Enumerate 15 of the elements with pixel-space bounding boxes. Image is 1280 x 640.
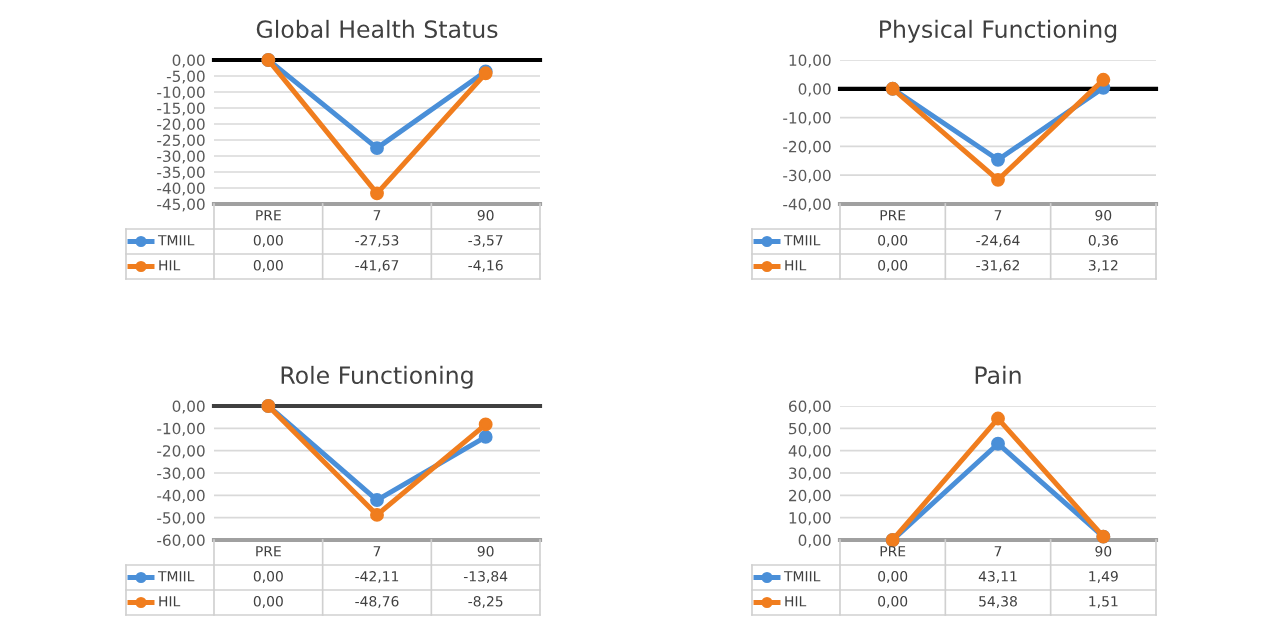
point — [370, 141, 384, 156]
point — [991, 436, 1005, 451]
chart-title: Role Functioning — [281, 365, 473, 389]
point — [370, 507, 384, 522]
point — [991, 172, 1005, 187]
chart-title: Global Health Status — [256, 19, 498, 39]
point — [1096, 72, 1111, 87]
point — [991, 152, 1005, 167]
point — [478, 429, 493, 444]
point — [370, 186, 384, 201]
point — [991, 411, 1005, 426]
chart-title: Pain — [975, 365, 1021, 385]
chart-title: Physical Functioning — [880, 19, 1117, 43]
point — [478, 417, 493, 432]
point — [370, 493, 384, 507]
